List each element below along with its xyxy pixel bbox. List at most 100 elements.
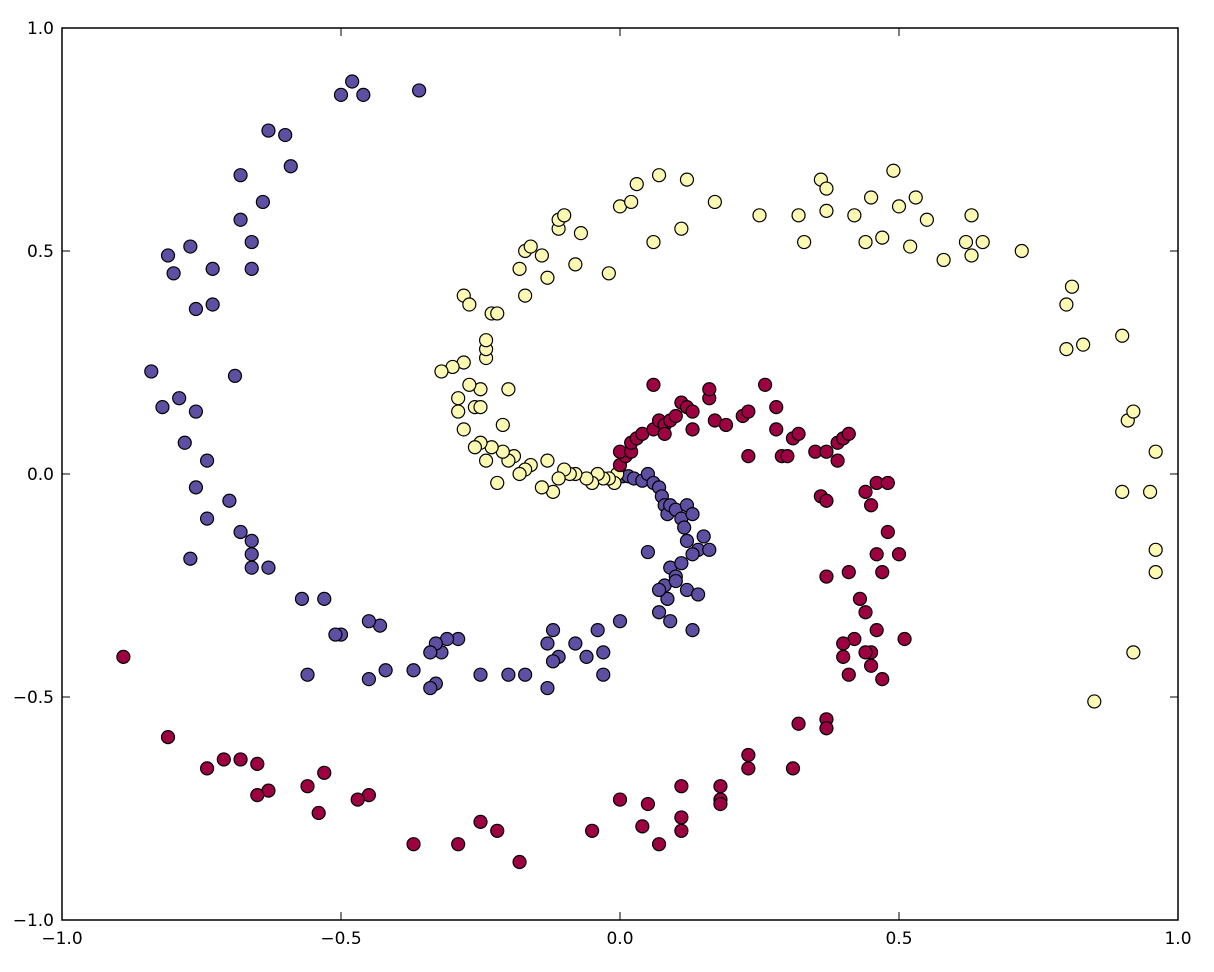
data-point	[651, 605, 667, 620]
data-point	[624, 194, 639, 210]
data-point	[685, 622, 700, 638]
data-point	[640, 796, 656, 812]
data-point	[261, 123, 276, 138]
data-point	[183, 551, 198, 566]
data-point	[451, 404, 466, 419]
data-point	[1148, 444, 1163, 459]
y-tick-label: 1.0	[27, 19, 54, 39]
data-point	[847, 208, 862, 223]
data-point	[545, 654, 561, 669]
data-point	[406, 837, 421, 852]
data-point	[897, 631, 912, 647]
data-point	[462, 297, 477, 312]
data-point	[769, 422, 784, 437]
data-point	[568, 257, 583, 272]
data-point	[199, 453, 215, 468]
data-point	[255, 194, 270, 210]
data-point	[317, 591, 332, 606]
data-point	[328, 627, 343, 642]
data-point	[691, 587, 706, 602]
data-point	[863, 658, 879, 673]
data-point	[797, 234, 812, 250]
data-point	[891, 199, 907, 214]
data-point	[317, 765, 332, 780]
data-point	[713, 796, 728, 812]
data-point	[679, 172, 695, 187]
data-point	[579, 649, 594, 664]
data-point	[551, 471, 566, 486]
data-point	[512, 466, 527, 482]
data-point	[250, 756, 265, 772]
data-point	[651, 582, 667, 598]
data-point	[741, 449, 756, 464]
data-point	[819, 181, 834, 196]
data-point	[819, 721, 834, 736]
data-point	[250, 788, 265, 803]
data-point	[975, 234, 990, 250]
data-point	[283, 159, 298, 174]
data-point	[188, 301, 204, 317]
data-point	[696, 529, 711, 544]
data-point	[841, 565, 856, 580]
data-point	[573, 226, 589, 241]
data-point	[891, 547, 907, 562]
data-point	[668, 573, 683, 589]
data-point	[188, 480, 204, 495]
data-point	[412, 83, 427, 98]
y-tick-label: 0.0	[27, 465, 54, 485]
data-point	[713, 779, 728, 794]
data-point	[490, 823, 505, 838]
data-point	[1126, 645, 1141, 660]
data-point	[1076, 337, 1091, 352]
data-point	[635, 819, 650, 834]
data-point	[205, 297, 220, 312]
data-point	[674, 221, 689, 236]
x-tick-label: 0.5	[885, 929, 912, 949]
data-point	[651, 168, 667, 183]
data-point	[958, 234, 974, 250]
data-point	[512, 261, 527, 276]
data-point	[596, 667, 611, 682]
data-point	[518, 288, 533, 303]
data-point	[478, 333, 494, 348]
data-point	[791, 208, 806, 223]
data-point	[423, 645, 438, 660]
data-point	[612, 614, 628, 629]
data-point	[741, 404, 756, 419]
data-point	[674, 810, 689, 825]
data-point	[601, 266, 616, 281]
data-point	[534, 248, 549, 263]
data-point	[646, 377, 661, 392]
data-point	[361, 614, 376, 629]
data-point	[869, 547, 884, 562]
data-point	[294, 591, 310, 606]
data-point	[261, 560, 276, 575]
data-point	[668, 408, 683, 424]
data-point	[880, 524, 895, 540]
data-point	[660, 591, 675, 606]
data-point	[685, 507, 700, 522]
x-tick-label: −1.0	[41, 929, 82, 949]
data-point	[841, 426, 856, 441]
data-point	[590, 622, 605, 638]
data-point	[596, 645, 611, 660]
data-point	[863, 190, 879, 205]
data-point	[462, 377, 477, 392]
y-tick-label: −0.5	[13, 688, 54, 708]
data-point	[227, 368, 243, 383]
y-tick-label: 0.5	[27, 242, 54, 262]
data-point	[233, 524, 248, 540]
data-point	[545, 622, 561, 638]
data-point	[183, 239, 198, 254]
data-point	[333, 87, 349, 103]
data-point	[718, 417, 734, 433]
data-point	[741, 761, 756, 776]
data-point	[1059, 342, 1074, 357]
data-point	[233, 168, 248, 183]
data-point	[451, 391, 466, 406]
data-point	[501, 382, 516, 397]
data-point	[629, 177, 644, 192]
data-point	[300, 667, 315, 682]
data-point	[540, 680, 555, 696]
data-point	[875, 672, 890, 687]
